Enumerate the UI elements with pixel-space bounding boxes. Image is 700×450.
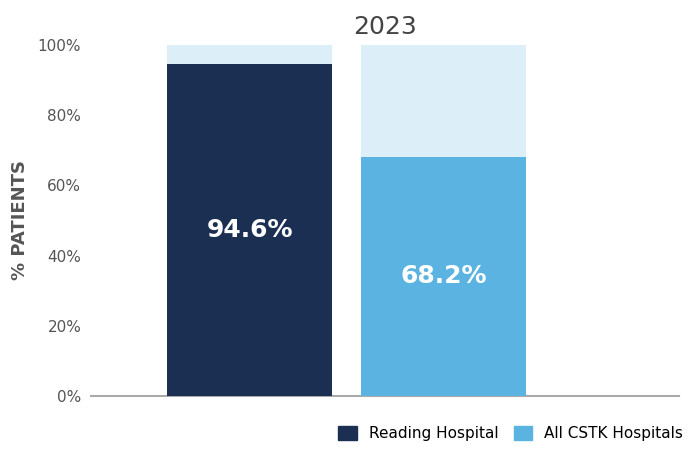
Text: 68.2%: 68.2%	[400, 264, 487, 288]
Bar	[167, 64, 332, 396]
Bar	[361, 45, 526, 157]
Legend: Reading Hospital, All CSTK Hospitals: Reading Hospital, All CSTK Hospitals	[338, 426, 683, 441]
Bar	[361, 157, 526, 396]
Title: 2023: 2023	[353, 15, 417, 39]
Text: 94.6%: 94.6%	[206, 218, 293, 242]
Bar	[167, 45, 332, 64]
Y-axis label: % PATIENTS: % PATIENTS	[11, 161, 29, 280]
